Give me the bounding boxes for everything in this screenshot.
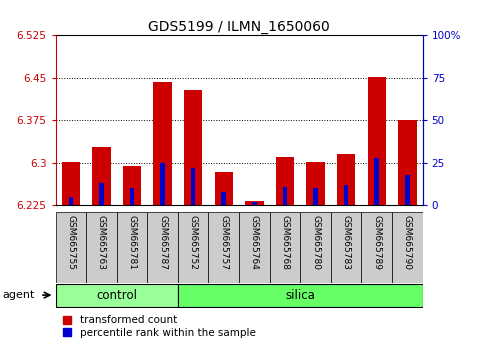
Text: GSM665781: GSM665781 — [128, 215, 137, 269]
Bar — [160, 163, 165, 205]
Bar — [86, 212, 117, 283]
Bar — [92, 147, 111, 205]
Text: GSM665780: GSM665780 — [311, 215, 320, 269]
Bar — [344, 185, 348, 205]
Bar — [252, 202, 256, 205]
Bar — [99, 183, 104, 205]
Bar — [209, 212, 239, 283]
Bar — [405, 175, 410, 205]
Bar — [331, 212, 361, 283]
Text: GSM665783: GSM665783 — [341, 215, 351, 269]
Text: GSM665763: GSM665763 — [97, 215, 106, 269]
Text: GSM665789: GSM665789 — [372, 215, 381, 269]
Legend: transformed count, percentile rank within the sample: transformed count, percentile rank withi… — [61, 313, 257, 340]
Bar — [214, 172, 233, 205]
Bar — [368, 77, 386, 205]
Text: silica: silica — [285, 289, 315, 302]
Bar — [374, 158, 379, 205]
Bar — [392, 212, 423, 283]
Bar — [117, 212, 147, 283]
Text: control: control — [96, 289, 137, 302]
Text: GSM665757: GSM665757 — [219, 215, 228, 269]
Text: GSM665752: GSM665752 — [189, 215, 198, 269]
Text: GSM665764: GSM665764 — [250, 215, 259, 269]
Bar — [56, 212, 86, 283]
Bar — [130, 188, 134, 205]
Text: GSM665768: GSM665768 — [281, 215, 289, 269]
Bar — [300, 212, 331, 283]
Bar — [191, 168, 196, 205]
Title: GDS5199 / ILMN_1650060: GDS5199 / ILMN_1650060 — [148, 21, 330, 34]
Bar — [245, 201, 264, 205]
Bar — [222, 192, 226, 205]
Bar — [123, 166, 141, 205]
Bar — [306, 162, 325, 205]
Bar — [276, 157, 294, 205]
Bar — [154, 82, 172, 205]
Bar — [313, 188, 318, 205]
Bar — [56, 285, 178, 307]
Bar — [337, 154, 355, 205]
Bar — [69, 197, 73, 205]
Bar — [283, 187, 287, 205]
Bar — [270, 212, 300, 283]
Text: GSM665790: GSM665790 — [403, 215, 412, 269]
Bar — [147, 212, 178, 283]
Bar — [184, 90, 202, 205]
Text: agent: agent — [3, 290, 35, 300]
Bar — [398, 120, 416, 205]
Bar — [62, 162, 80, 205]
Bar — [239, 212, 270, 283]
Bar — [178, 285, 423, 307]
Text: GSM665787: GSM665787 — [158, 215, 167, 269]
Bar — [361, 212, 392, 283]
Text: GSM665755: GSM665755 — [66, 215, 75, 269]
Bar — [178, 212, 209, 283]
